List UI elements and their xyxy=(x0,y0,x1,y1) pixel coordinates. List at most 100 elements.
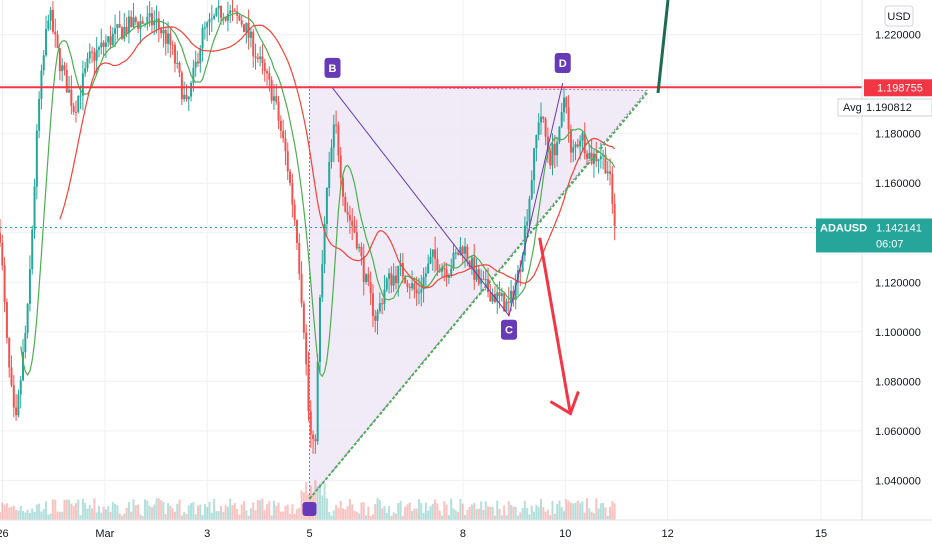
price-tick-label: 1.040000 xyxy=(875,475,921,487)
pattern-point-label: B xyxy=(329,63,337,75)
candle-body xyxy=(277,101,280,121)
candle-body xyxy=(157,18,160,29)
volume-bar xyxy=(256,500,259,520)
volume-bar xyxy=(284,505,287,520)
volume-bar xyxy=(480,501,483,520)
volume-bar xyxy=(270,515,273,520)
candle-body xyxy=(15,407,18,416)
candle-body xyxy=(434,249,437,259)
volume-bar xyxy=(199,504,202,520)
volume-bar xyxy=(592,513,595,520)
candle-body xyxy=(153,20,156,26)
candle-body xyxy=(480,278,483,284)
candle-body xyxy=(139,21,142,29)
candle-body xyxy=(238,15,241,21)
candle-body xyxy=(314,438,317,442)
volume-bar xyxy=(247,515,250,520)
volume-bar xyxy=(337,508,340,520)
volume-bar xyxy=(516,515,519,520)
candle-body xyxy=(533,148,536,181)
candle-body xyxy=(604,154,607,174)
volume-bar xyxy=(447,515,450,520)
candle-body xyxy=(544,118,547,137)
candle-body xyxy=(376,311,379,321)
average-price-label: 1.190812 xyxy=(866,102,912,114)
candle-body xyxy=(355,232,358,249)
candle-body xyxy=(97,47,100,50)
volume-bar xyxy=(1,502,4,520)
candle-body xyxy=(125,27,128,34)
volume-bar xyxy=(369,515,372,520)
volume-bar xyxy=(74,503,77,520)
candle-body xyxy=(526,221,529,226)
candle-body xyxy=(431,249,434,257)
pattern-point-marker xyxy=(324,57,341,78)
candle-body xyxy=(443,267,446,270)
volume-bar xyxy=(45,501,48,520)
volume-bar xyxy=(466,510,469,520)
candle-body xyxy=(307,364,310,412)
candle-body xyxy=(167,33,170,44)
candle-body xyxy=(572,147,575,153)
candle-body xyxy=(201,27,204,49)
candle-body xyxy=(268,73,271,80)
volume-bar xyxy=(300,490,303,520)
volume-bar xyxy=(355,511,358,520)
volume-bar xyxy=(259,500,262,520)
candle-body xyxy=(323,223,326,265)
sma-slow-line xyxy=(59,24,616,289)
volume-bar xyxy=(185,513,188,520)
candle-body xyxy=(498,292,501,297)
candle-body xyxy=(360,246,363,257)
pattern-points[interactable]: B C D xyxy=(302,52,571,516)
candle-body xyxy=(8,337,11,368)
volume-bar xyxy=(183,512,186,520)
candle-body xyxy=(394,275,397,284)
volume-bar xyxy=(196,505,199,520)
volume-bar xyxy=(79,515,82,520)
volume-bar xyxy=(473,502,476,520)
volume-bar xyxy=(210,512,213,520)
candle-body xyxy=(70,89,73,107)
candle-body xyxy=(49,9,52,21)
time-axis[interactable]: 26 Mar 3 5 8 10 12 15 xyxy=(0,528,827,540)
volume-bar xyxy=(150,507,153,520)
currency-button[interactable] xyxy=(884,5,914,27)
candle-body xyxy=(374,315,377,321)
candle-body xyxy=(312,434,315,439)
volume-bar xyxy=(346,506,349,520)
volume-bar xyxy=(173,511,176,520)
candle-body xyxy=(595,154,598,162)
volume-bar xyxy=(348,498,351,520)
candle-body xyxy=(224,17,227,21)
volume-bar xyxy=(452,508,455,520)
volume-bar xyxy=(35,504,38,520)
volume-bar xyxy=(330,515,333,520)
volume-bar xyxy=(514,506,517,520)
volume-bar xyxy=(360,502,363,520)
candle-body xyxy=(203,27,206,29)
volume-bar xyxy=(445,504,448,520)
candle-body xyxy=(599,156,602,160)
candle-body xyxy=(586,153,589,159)
volume-bar xyxy=(146,500,149,520)
volume-bar xyxy=(3,504,6,520)
candle-body xyxy=(51,9,54,32)
volume-bar xyxy=(498,509,501,520)
candle-body xyxy=(397,265,400,284)
volume-bar xyxy=(383,506,386,520)
volume-bar xyxy=(206,506,209,520)
volume-bar xyxy=(252,502,255,520)
candle-body xyxy=(510,290,513,304)
candle-body xyxy=(293,204,296,221)
volume-bar xyxy=(132,499,135,520)
volume-bar xyxy=(367,506,370,520)
volume-bar xyxy=(523,500,526,520)
volume-bar xyxy=(160,500,163,520)
candle-body xyxy=(358,246,361,249)
volume-bar xyxy=(440,515,443,520)
candle-body xyxy=(473,257,476,280)
candle-body xyxy=(72,106,75,112)
candle-body xyxy=(286,151,289,172)
